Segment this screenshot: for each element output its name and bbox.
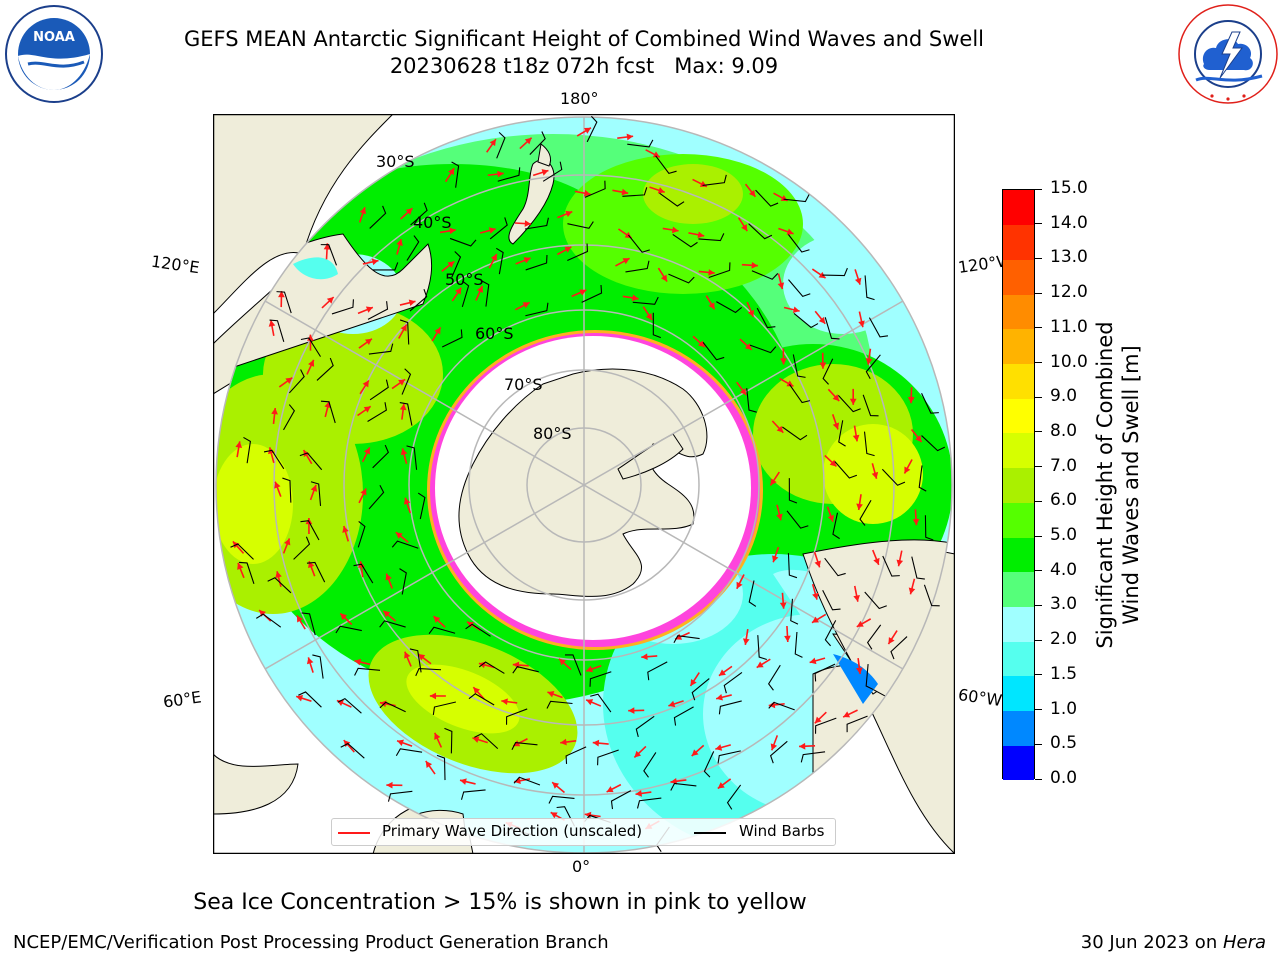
lon-label-60e: 60°E [161,687,203,712]
colorbar-segment [1003,294,1034,330]
colorbar-title-line2: Wind Waves and Swell [m] [1119,345,1143,625]
run-date: 30 Jun 2023 on Hera [1081,932,1266,953]
colorbar-tick [1035,327,1042,329]
colorbar-tick-label: 13.0 [1050,247,1088,268]
colorbar-tick-label: 1.0 [1050,698,1078,719]
colorbar-title: Significant Height of Combined Wind Wave… [1092,321,1144,648]
colorbar-tick [1035,431,1042,433]
colorbar-segment [1003,363,1034,399]
colorbar-segment [1003,502,1034,538]
colorbar-tick-label: 4.0 [1050,559,1078,580]
colorbar-segment [1003,745,1034,781]
colorbar-segment [1003,641,1034,677]
colorbar-tick [1035,778,1042,780]
lon-label-60w: 60°W [956,685,1004,710]
colorbar-tick [1035,709,1042,711]
colorbar-tick [1035,604,1042,606]
colorbar-segment [1003,224,1034,260]
colorbar-tick [1035,639,1042,641]
lon-label-0: 0° [572,857,591,876]
sea-ice-note-text: Sea Ice Concentration > 15% is shown in … [193,890,807,915]
polar-stereographic-map [213,114,955,854]
wave-height-field [216,117,952,853]
colorbar-tick [1035,257,1042,259]
sea-ice-note: Sea Ice Concentration > 15% is shown in … [0,890,1280,915]
colorbar-segment [1003,571,1034,607]
colorbar-tick-label: 8.0 [1050,420,1078,441]
chart-subtitle: 20230628 t18z 072h fcst Max: 9.09 [389,54,779,78]
legend-swatch-wind-barbs [694,832,726,834]
colorbar-tick-label: 10.0 [1050,351,1088,372]
colorbar-tick [1035,362,1042,364]
colorbar-tick [1035,500,1042,502]
colorbar-tick [1035,570,1042,572]
graticule [216,117,952,853]
colorbar-tick [1035,396,1042,398]
lon-label-120w: 120°W [956,252,1004,277]
antarctica-and-sea-ice [427,330,763,650]
colorbar-tick-label: 6.0 [1050,490,1078,511]
legend-label-wind-barbs: Wind Barbs [739,822,825,840]
colorbar-tick-label: 3.0 [1050,594,1078,615]
colorbar-tick [1035,292,1042,294]
colorbar-segment [1003,259,1034,295]
run-date-text: 30 Jun 2023 on [1080,932,1223,953]
colorbar-segment [1003,710,1034,746]
noaa-logo: NOAA [4,4,104,104]
machine-name: Hera [1222,932,1266,953]
nws-logo [1176,2,1280,106]
legend-swatch-wave-direction [338,832,370,834]
colorbar-tick [1035,188,1042,190]
colorbar-tick-label: 5.0 [1050,525,1078,546]
colorbar-segment [1003,467,1034,503]
colorbar-segment [1003,537,1034,573]
lat-label-40s: 40°S [413,213,452,232]
colorbar-segment [1003,190,1034,226]
colorbar-tick [1035,674,1042,676]
lat-label-70s: 70°S [504,375,543,394]
colorbar-segment [1003,328,1034,365]
colorbar-title-line1: Significant Height of Combined [1093,321,1117,649]
colorbar-tick-label: 9.0 [1050,386,1078,407]
colorbar-tick-label: 12.0 [1050,282,1088,303]
chart-title: GEFS MEAN Antarctic Significant Height o… [183,27,985,51]
legend-label-wave-direction: Primary Wave Direction (unscaled) [382,822,643,840]
colorbar-tick [1035,743,1042,745]
colorbar-tick-label: 7.0 [1050,455,1078,476]
branch-credit: NCEP/EMC/Verification Post Processing Pr… [13,932,609,953]
colorbar-tick [1035,223,1042,225]
colorbar-segment [1003,675,1034,712]
lon-label-120e: 120°E [149,251,201,278]
colorbar-tick-label: 0.0 [1050,768,1078,788]
colorbar-tick-label: 1.5 [1050,663,1078,684]
colorbar-segment [1003,606,1034,642]
lat-label-30s: 30°S [376,152,415,171]
wind-barbs [230,115,946,853]
colorbar-tick [1035,535,1042,537]
colorbar [1002,189,1035,781]
lon-label-180: 180° [560,89,599,108]
lat-label-80s: 80°S [533,424,572,443]
colorbar-segment [1003,398,1034,434]
colorbar-tick-label: 0.5 [1050,733,1078,754]
map-legend: Primary Wave Direction (unscaled) Wind B… [331,818,836,846]
colorbar-tick-label: 14.0 [1050,212,1088,233]
colorbar-tick-label: 11.0 [1050,316,1088,337]
colorbar-tick-label: 2.0 [1050,629,1078,650]
colorbar-tick-label: 15.0 [1050,178,1088,198]
lat-label-60s: 60°S [475,324,514,343]
lat-label-50s: 50°S [445,270,484,289]
noaa-logo-text: NOAA [33,30,75,45]
colorbar-segment [1003,432,1034,469]
primary-wave-direction-arrows [232,127,923,830]
colorbar-tick [1035,466,1042,468]
